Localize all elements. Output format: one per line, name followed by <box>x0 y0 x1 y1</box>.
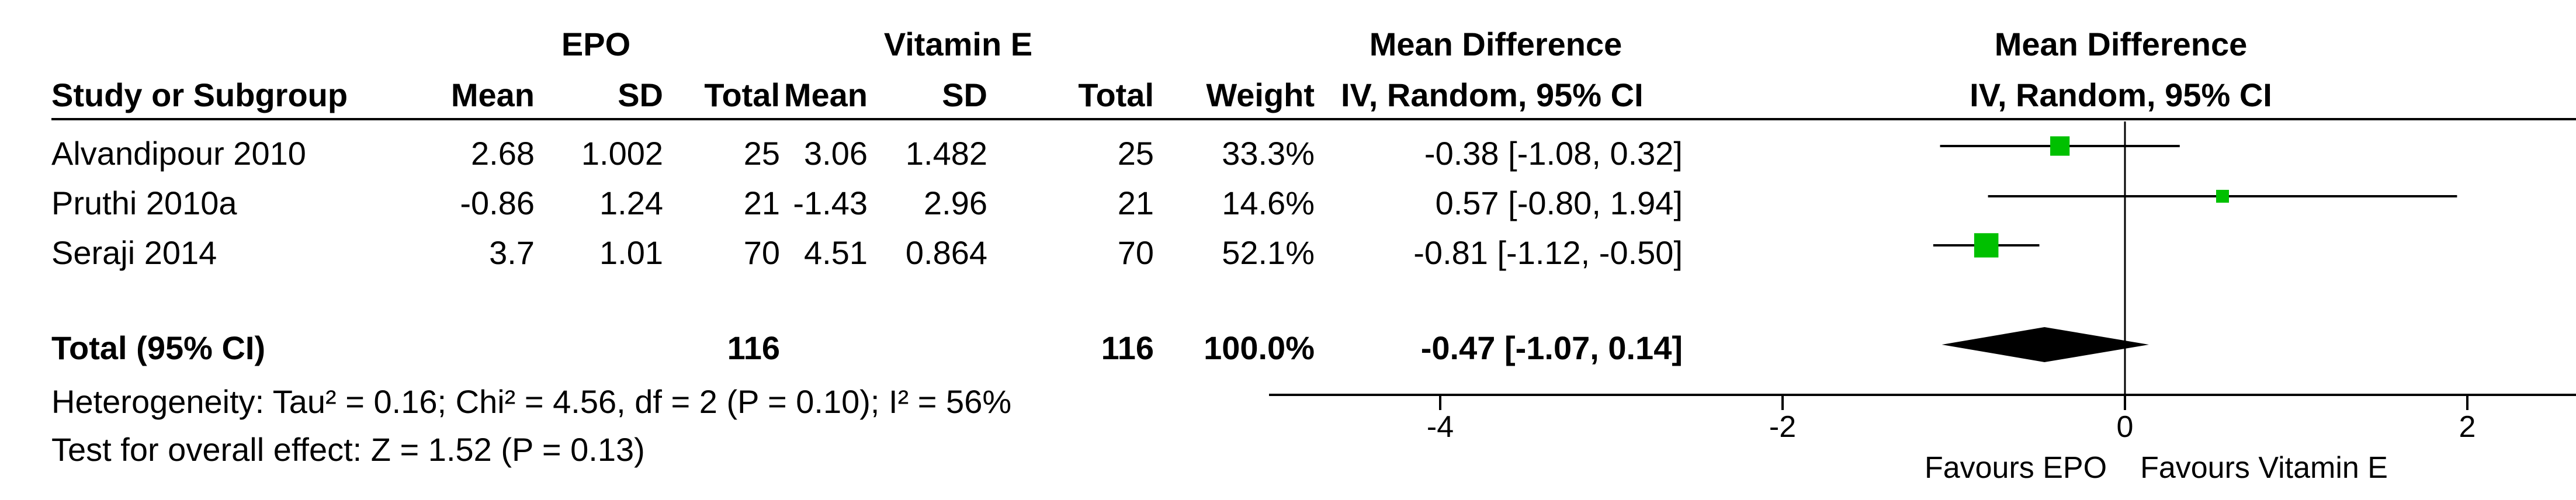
study-marker <box>1974 233 1999 258</box>
total2-cell: 70 <box>1117 234 1154 271</box>
weight-cell: 52.1% <box>1222 234 1315 271</box>
col-total2-header: Total <box>1078 77 1154 113</box>
total1-cell: 25 <box>743 135 780 172</box>
study-marker <box>2216 190 2230 203</box>
group2-header: Vitamin E <box>883 26 1033 62</box>
sd2-cell: 0.864 <box>905 234 987 271</box>
sd1-cell: 1.01 <box>599 234 663 271</box>
mean2-cell: 4.51 <box>804 234 868 271</box>
mean2-cell: -1.43 <box>793 185 868 221</box>
total1-cell: 21 <box>743 185 780 221</box>
study-name: Alvandipour 2010 <box>51 135 306 172</box>
col-weight-header: Weight <box>1206 77 1315 113</box>
x-tick-label: 0 <box>2117 410 2134 444</box>
col-study-header: Study or Subgroup <box>51 77 348 113</box>
total2-cell: 21 <box>1117 185 1154 221</box>
favours-right-label: Favours Vitamin E <box>2140 451 2388 485</box>
mean1-cell: 3.7 <box>489 234 535 271</box>
study-name: Pruthi 2010a <box>51 185 237 221</box>
header-divider <box>51 118 2576 120</box>
group1-header: EPO <box>561 26 631 62</box>
col-mean2-header: Mean <box>783 77 868 113</box>
total1-sum: 116 <box>727 329 780 366</box>
weight-cell: 33.3% <box>1222 135 1315 172</box>
total-ci: -0.47 [-1.07, 0.14] <box>1420 329 1683 366</box>
col-sd2-header: SD <box>942 77 987 113</box>
effect-method-header: IV, Random, 95% CI <box>1341 77 1644 113</box>
ci-cell: -0.81 [-1.12, -0.50] <box>1413 234 1683 271</box>
x-tick-label: -4 <box>1427 410 1454 444</box>
sd2-cell: 1.482 <box>905 135 987 172</box>
plot-title: Mean Difference <box>1994 26 2248 62</box>
effect-title: Mean Difference <box>1369 26 1622 62</box>
study-name: Seraji 2014 <box>51 234 217 271</box>
total2-sum: 116 <box>1101 329 1154 366</box>
study-marker <box>2050 136 2070 156</box>
col-sd1-header: SD <box>618 77 663 113</box>
sd1-cell: 1.002 <box>581 135 663 172</box>
x-tick-label: -2 <box>1769 410 1796 444</box>
total2-cell: 25 <box>1117 135 1154 172</box>
ci-cell: 0.57 [-0.80, 1.94] <box>1435 185 1683 221</box>
col-mean1-header: Mean <box>450 77 535 113</box>
sd1-cell: 1.24 <box>599 185 663 221</box>
mean1-cell: 2.68 <box>471 135 535 172</box>
pooled-diamond <box>1941 327 2149 362</box>
col-total1-header: Total <box>704 77 780 113</box>
heterogeneity-text: Heterogeneity: Tau² = 0.16; Chi² = 4.56,… <box>51 383 1012 420</box>
total-label: Total (95% CI) <box>51 329 266 366</box>
mean1-cell: -0.86 <box>460 185 535 221</box>
weight-cell: 14.6% <box>1222 185 1315 221</box>
favours-left-label: Favours EPO <box>1925 451 2107 485</box>
plot-method-header: IV, Random, 95% CI <box>1970 77 2272 113</box>
total1-cell: 70 <box>743 234 780 271</box>
total-weight: 100.0% <box>1204 329 1315 366</box>
sd2-cell: 2.96 <box>924 185 987 221</box>
overall-effect-text: Test for overall effect: Z = 1.52 (P = 0… <box>51 431 645 468</box>
x-tick-label: 2 <box>2459 410 2476 444</box>
ci-cell: -0.38 [-1.08, 0.32] <box>1424 135 1683 172</box>
mean2-cell: 3.06 <box>804 135 868 172</box>
